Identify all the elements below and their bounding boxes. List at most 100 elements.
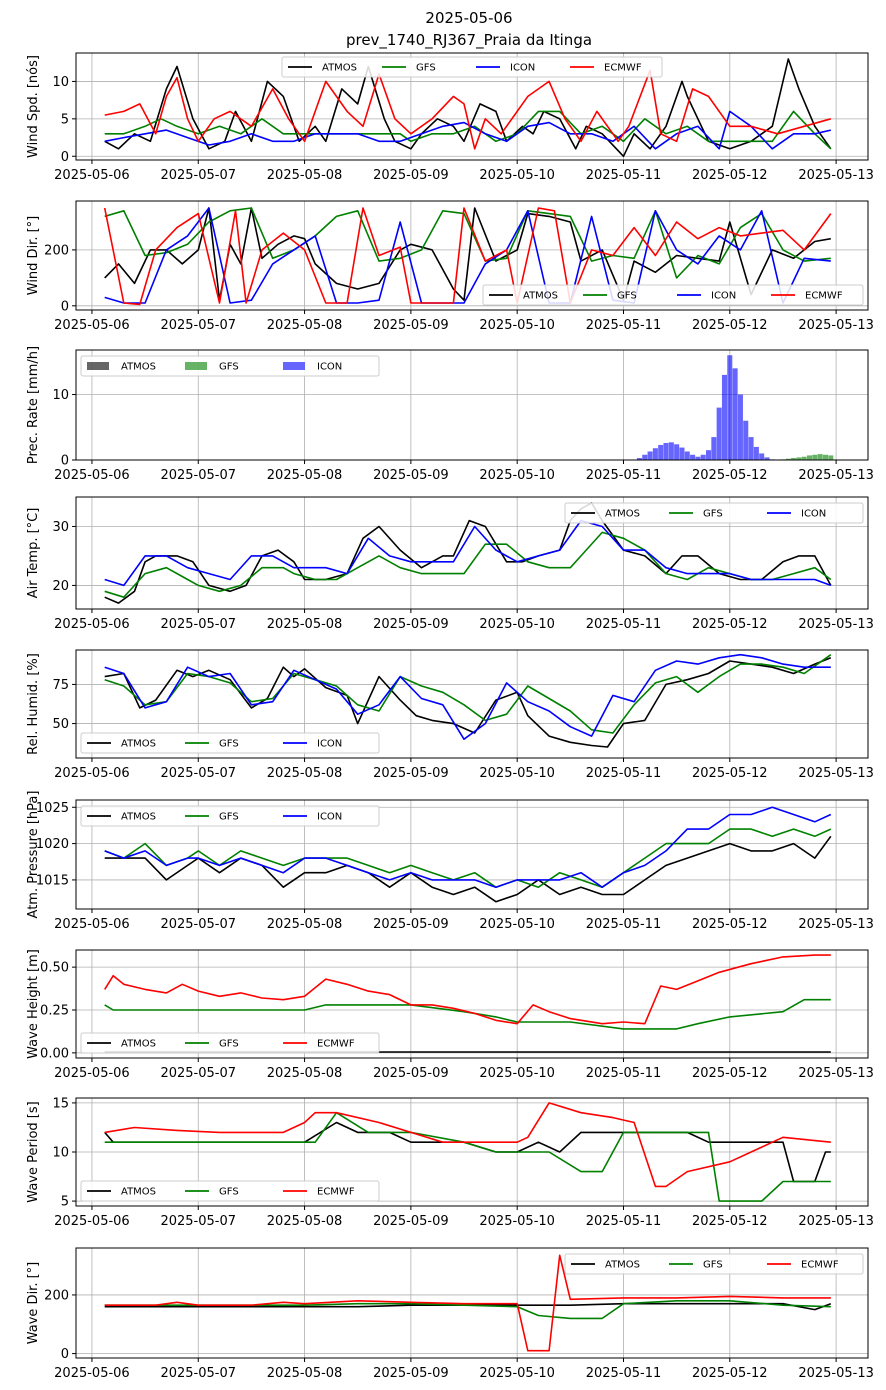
legend-box bbox=[281, 56, 663, 78]
axes-frame bbox=[75, 496, 869, 610]
x-tick-label: 2025-05-13 bbox=[798, 766, 874, 781]
legend-label-atmos: ATMOS bbox=[121, 362, 156, 373]
y-axis-label: Wave Dir. [°] bbox=[26, 1262, 41, 1345]
legend: ATMOS GFS ICON bbox=[80, 732, 380, 754]
x-tick-label: 2025-05-07 bbox=[160, 617, 236, 632]
x-tick-label: 2025-05-06 bbox=[54, 766, 130, 781]
panels-group: 2025-05-06 2025-05-07 2025-05-08 2025-05-09… bbox=[26, 52, 874, 1381]
x-tick-label: 2025-05-12 bbox=[692, 1366, 768, 1381]
legend: ATMOS GFS ICON bbox=[80, 805, 380, 827]
x-tick-label: 2025-05-13 bbox=[798, 168, 874, 183]
x-tick-label: 2025-05-11 bbox=[586, 917, 662, 932]
bar-gfs bbox=[785, 458, 791, 460]
y-tick-label: 10 bbox=[52, 1146, 69, 1161]
legend-label-atmos: ATMOS bbox=[121, 739, 156, 750]
legend-label-ecmwf: ECMWF bbox=[317, 1187, 355, 1198]
x-tick-label: 2025-05-08 bbox=[267, 617, 343, 632]
x-tick-label: 2025-05-11 bbox=[586, 617, 662, 632]
x-tick-label: 2025-05-08 bbox=[267, 318, 343, 333]
series-line-atmos bbox=[104, 207, 831, 302]
plot-area bbox=[104, 1102, 831, 1202]
legend-label-ecmwf: ECMWF bbox=[805, 291, 843, 302]
plot-area bbox=[104, 806, 832, 903]
x-tick-label: 2025-05-12 bbox=[692, 168, 768, 183]
x-tick-label: 2025-05-12 bbox=[692, 917, 768, 932]
legend-label-gfs: GFS bbox=[219, 812, 239, 823]
x-tick-label: 2025-05-09 bbox=[373, 1066, 449, 1081]
x-tick-label: 2025-05-13 bbox=[798, 318, 874, 333]
legend-label-atmos: ATMOS bbox=[605, 1260, 640, 1271]
x-tick-label: 2025-05-07 bbox=[160, 917, 236, 932]
x-tick-label: 2025-05-06 bbox=[54, 1366, 130, 1381]
legend-label-gfs: GFS bbox=[703, 509, 723, 520]
series-line-ecmwf bbox=[104, 1254, 831, 1352]
x-tick-label: 2025-05-09 bbox=[373, 766, 449, 781]
y-tick-label: 200 bbox=[44, 243, 69, 258]
legend-box bbox=[80, 1032, 380, 1054]
x-tick-label: 2025-05-10 bbox=[479, 917, 555, 932]
y-axis-label: Rel. Humid. [%] bbox=[26, 653, 41, 755]
bar-icon bbox=[652, 448, 658, 460]
y-axis-label: Atm. Pressure [hPa] bbox=[26, 791, 41, 919]
x-tick-label: 2025-05-07 bbox=[160, 468, 236, 483]
x-tick-label: 2025-05-10 bbox=[479, 1366, 555, 1381]
bar-icon bbox=[658, 444, 664, 460]
bar-icon bbox=[684, 451, 690, 460]
bar-icon bbox=[690, 454, 696, 460]
x-tick-label: 2025-05-06 bbox=[54, 1214, 130, 1229]
legend-label-gfs: GFS bbox=[219, 362, 239, 373]
x-tick-label: 2025-05-08 bbox=[267, 766, 343, 781]
bar-icon bbox=[743, 420, 749, 460]
axes-frame bbox=[75, 200, 869, 311]
legend-label-ecmwf: ECMWF bbox=[317, 1039, 355, 1050]
figure-title-date: 2025-05-06 bbox=[425, 9, 512, 27]
x-tick-label: 2025-05-13 bbox=[798, 468, 874, 483]
series-line-gfs bbox=[104, 998, 831, 1030]
bar-icon bbox=[679, 447, 685, 460]
x-tick-label: 2025-05-06 bbox=[54, 617, 130, 632]
y-tick-label: 0.50 bbox=[40, 961, 69, 976]
bar-gfs bbox=[817, 454, 823, 460]
x-tick-label: 2025-05-06 bbox=[54, 917, 130, 932]
legend: ATMOS GFS ICON bbox=[80, 355, 380, 377]
legend-label-gfs: GFS bbox=[219, 739, 239, 750]
series-line-icon bbox=[104, 519, 832, 587]
bar-icon bbox=[695, 456, 701, 460]
bar-icon bbox=[737, 394, 743, 460]
x-tick-label: 2025-05-07 bbox=[160, 1066, 236, 1081]
x-tick-label: 2025-05-13 bbox=[798, 1366, 874, 1381]
series-line-icon bbox=[104, 653, 831, 741]
chart-panel-1: 2025-05-06 2025-05-07 2025-05-08 2025-05-09… bbox=[26, 52, 874, 183]
x-tick-label: 2025-05-06 bbox=[54, 168, 130, 183]
legend-label-gfs: GFS bbox=[219, 1039, 239, 1050]
bar-gfs bbox=[807, 455, 813, 460]
x-tick-label: 2025-05-08 bbox=[267, 1366, 343, 1381]
y-tick-label: 50 bbox=[52, 717, 69, 732]
x-tick-label: 2025-05-09 bbox=[373, 1366, 449, 1381]
y-tick-label: 10 bbox=[52, 388, 69, 403]
y-axis-label: Air Temp. [°C] bbox=[26, 508, 41, 599]
bar-gfs bbox=[801, 456, 807, 460]
axes-frame bbox=[75, 949, 869, 1059]
x-tick-label: 2025-05-07 bbox=[160, 168, 236, 183]
plot-area bbox=[104, 502, 832, 604]
bar-icon bbox=[647, 451, 653, 460]
y-tick-label: 5 bbox=[61, 1195, 69, 1210]
legend-swatch-atmos bbox=[87, 362, 109, 370]
x-tick-label: 2025-05-07 bbox=[160, 1214, 236, 1229]
x-tick-label: 2025-05-12 bbox=[692, 766, 768, 781]
plot-area bbox=[103, 207, 832, 306]
x-tick-label: 2025-05-08 bbox=[267, 468, 343, 483]
legend: ATMOS GFS ECMWF bbox=[80, 1180, 380, 1202]
bar-icon bbox=[636, 458, 642, 460]
axes-frame bbox=[75, 349, 869, 461]
legend-box bbox=[564, 502, 864, 524]
series-line-icon bbox=[104, 207, 831, 304]
bar-icon bbox=[716, 407, 722, 460]
bar-icon bbox=[668, 442, 674, 460]
plot-area bbox=[104, 58, 832, 158]
x-tick-label: 2025-05-07 bbox=[160, 1366, 236, 1381]
x-tick-label: 2025-05-10 bbox=[479, 617, 555, 632]
legend: ATMOS GFS ICON bbox=[564, 502, 864, 524]
